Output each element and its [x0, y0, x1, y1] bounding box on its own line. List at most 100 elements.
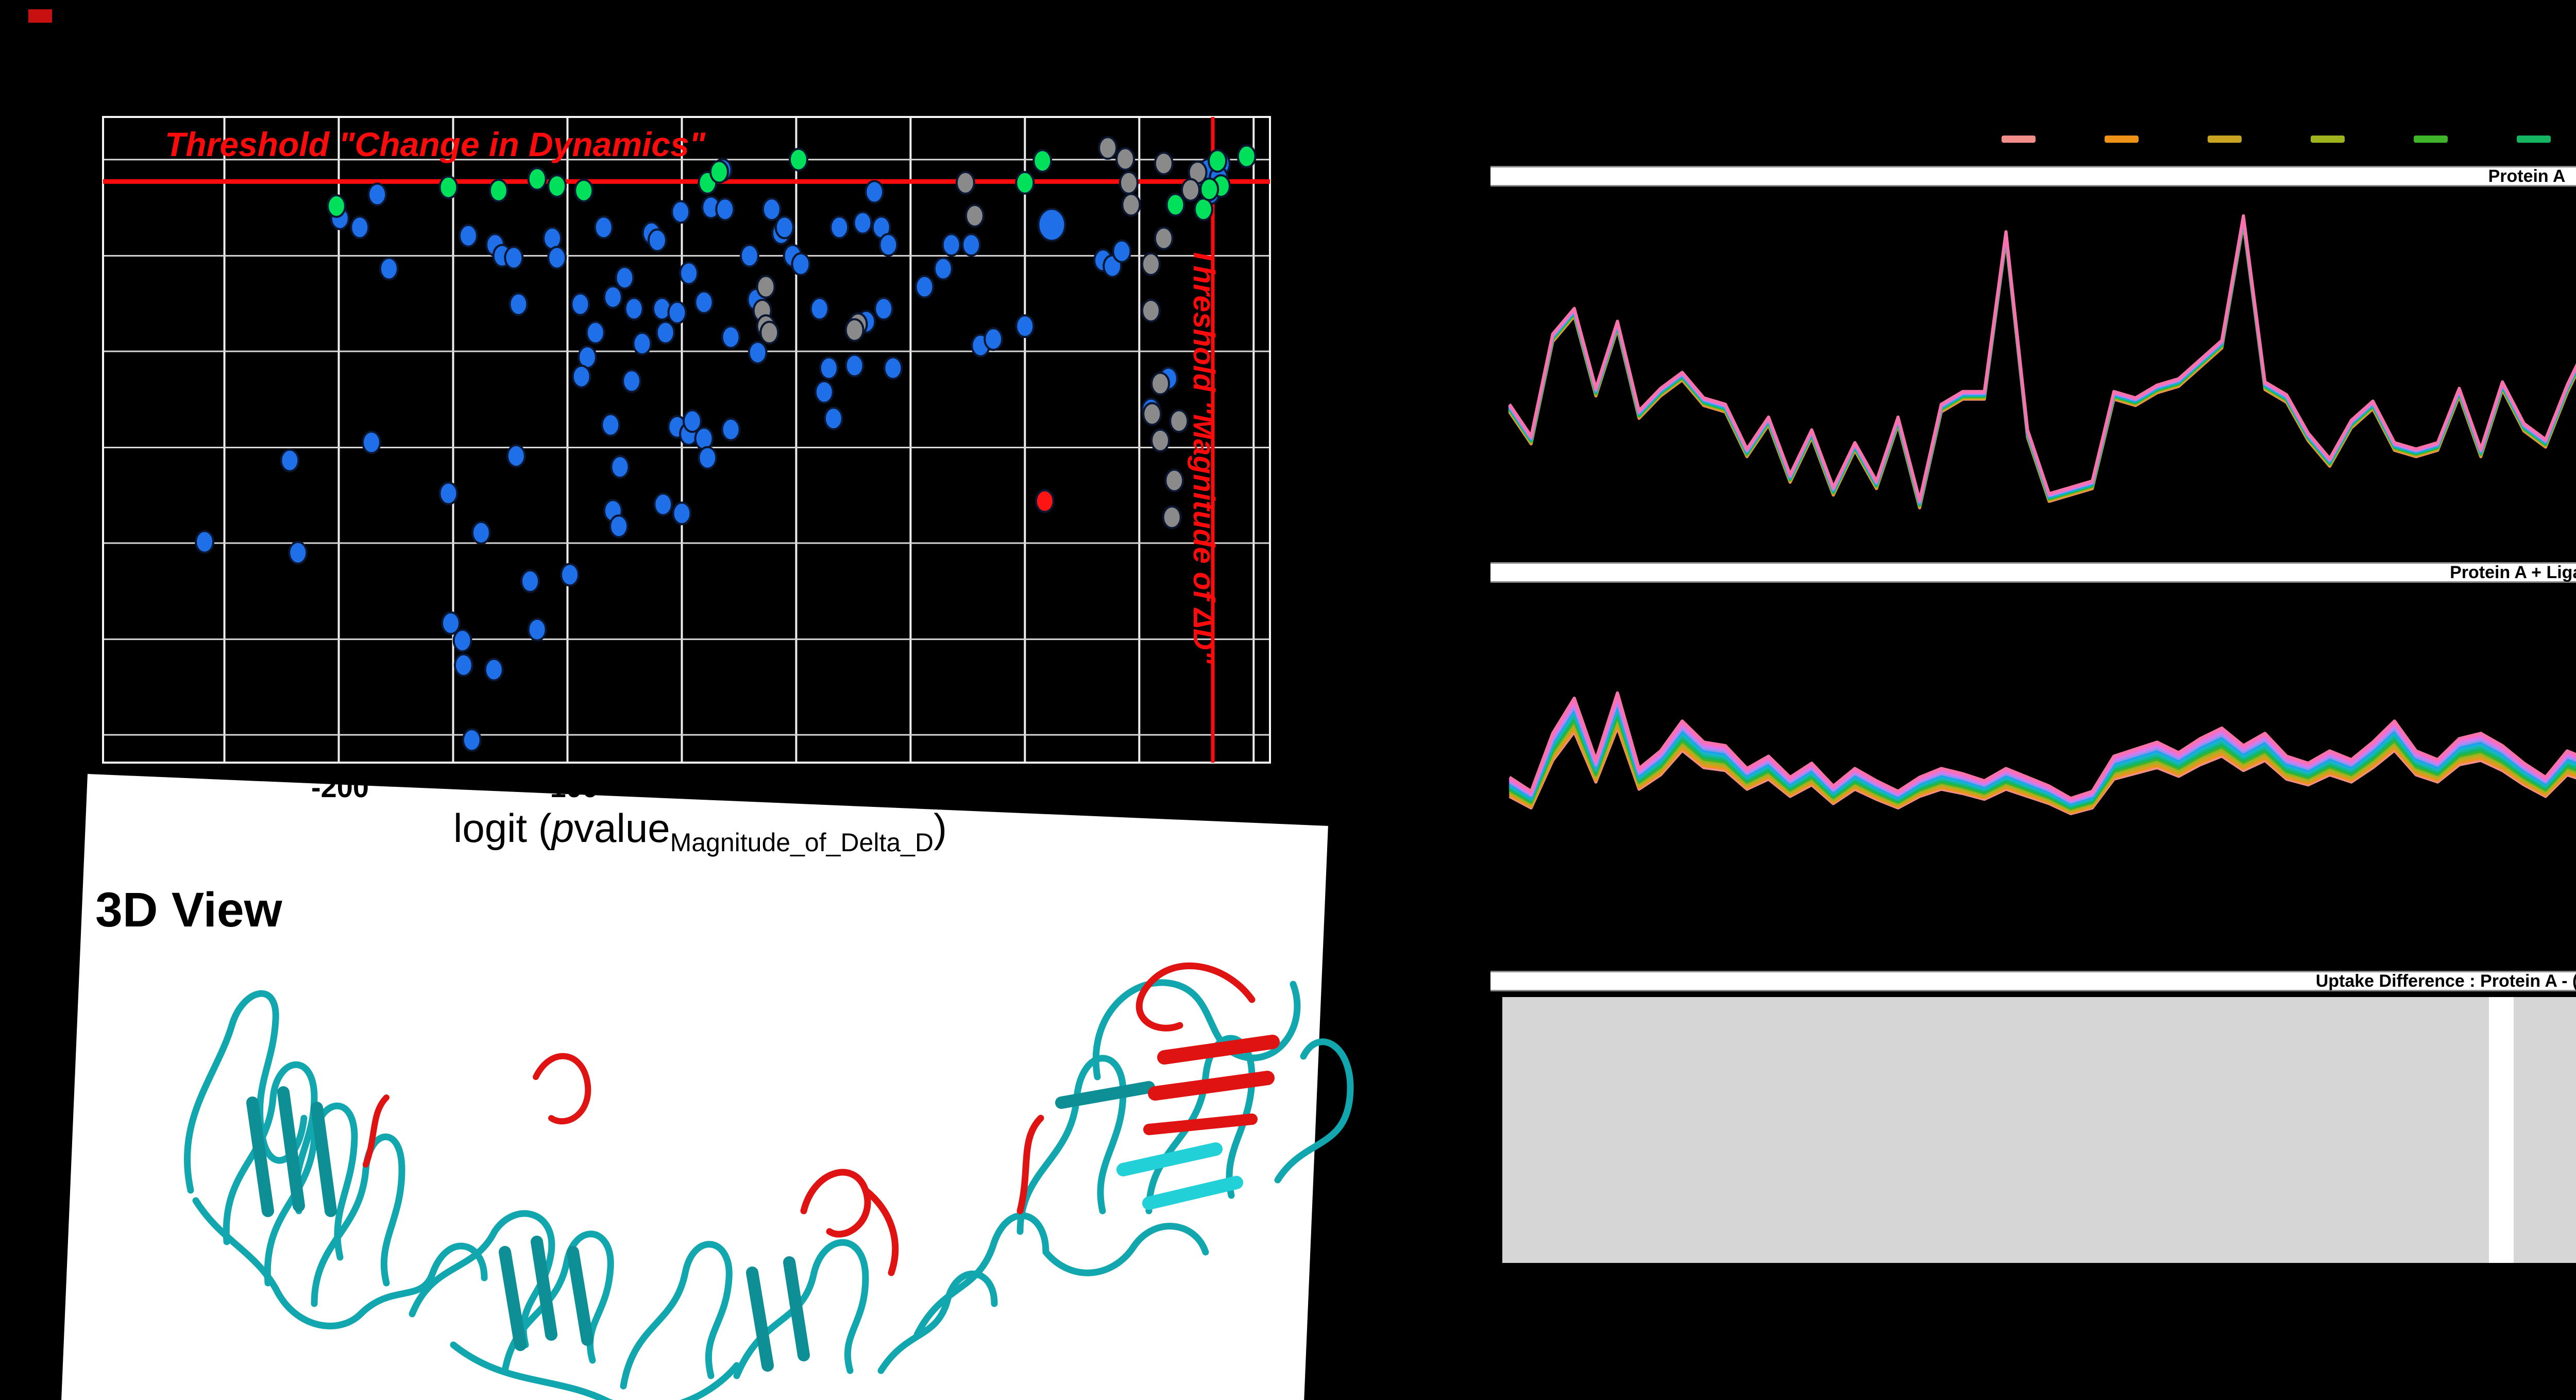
scatter-point-b	[672, 501, 692, 526]
scatter-point-b	[504, 246, 524, 270]
scatter-point-b	[874, 297, 894, 321]
title-strip-uptake-diff: Uptake Difference : Protein A - (Protein…	[1490, 971, 2576, 991]
scatter-point-b	[484, 657, 504, 682]
scatter-point-b	[506, 444, 526, 468]
scatter-point-b	[560, 563, 580, 587]
scatter-point-gray	[1098, 136, 1118, 160]
ribbon-beta-strands	[246, 1081, 1155, 1372]
scatter-point-b	[671, 200, 691, 224]
scatter-point-b	[603, 285, 623, 309]
scatter-point-b	[715, 197, 735, 222]
scatter-point-gray	[964, 204, 985, 228]
legend-swatch-3	[2208, 136, 2242, 143]
scatter-point-b	[698, 446, 718, 470]
3d-view-title: 3D View	[95, 883, 282, 937]
scatter-point-b	[774, 215, 794, 240]
scatter-point-gray	[1141, 298, 1161, 323]
scatter-point-gray	[1164, 468, 1184, 493]
panel3-title: Uptake Difference : Protein A - (Protein…	[2315, 971, 2576, 991]
timepoint-legend	[1490, 131, 2576, 147]
scatter-point-b	[453, 653, 473, 677]
legend-swatch-6	[2517, 136, 2551, 143]
scatter-point-b	[667, 300, 687, 325]
scatter-point-b	[615, 265, 635, 290]
scatter-point-b	[694, 290, 714, 314]
panel2-title: Protein A + Ligand	[2450, 563, 2576, 582]
scatter-point-g	[488, 178, 509, 203]
uptake-diff-panel-background	[1502, 997, 2576, 1263]
scatter-point-gray	[955, 171, 975, 195]
axis-label-prefix: logit (	[453, 805, 552, 851]
scatter-point-b	[471, 520, 491, 545]
scatter-point-g	[547, 174, 567, 198]
ribbon-teal-loops	[183, 979, 1354, 1400]
scatter-point-b	[280, 448, 300, 473]
scatter-point-gray	[1180, 178, 1200, 202]
scatter-point-gray	[1150, 428, 1171, 452]
scatter-point-gray	[1150, 372, 1171, 396]
scatter-point-b	[452, 629, 472, 653]
scatter-point-b	[367, 182, 387, 207]
x-tick-minus100: -100	[540, 771, 599, 803]
scatter-point-b	[594, 215, 614, 240]
scatter-point-g	[1199, 177, 1219, 201]
scatter-point-b	[288, 541, 308, 565]
scatter-point-b	[739, 244, 759, 268]
scatter-point-b	[379, 257, 399, 281]
scatter-point-b	[350, 215, 370, 240]
scatter-point-b	[509, 292, 529, 316]
corner-mark	[28, 9, 52, 23]
scatter-point-gray	[844, 318, 865, 342]
scatter-point-g	[788, 147, 808, 172]
scatter-point-b	[984, 327, 1004, 351]
title-strip-protein-a-ligand: Protein A + Ligand	[1490, 562, 2576, 583]
scatter-point-b	[809, 297, 829, 321]
scatter-point-b	[547, 246, 567, 270]
ribbon-red-highlights	[363, 962, 1280, 1276]
scatter-point-b	[361, 430, 381, 454]
scatter-point-b	[647, 228, 667, 252]
white-mask-stripe-1	[2489, 997, 2514, 1263]
scatter-point-g	[1032, 149, 1053, 173]
scatter-point-b	[195, 530, 215, 554]
scatter-point-g	[1165, 193, 1185, 217]
legend-swatch-2	[2105, 136, 2139, 143]
volcano-plot	[102, 116, 1271, 764]
axis-label-subscript: Magnitude_of_Delta_D	[670, 828, 934, 857]
scatter-point-b	[819, 356, 839, 380]
scatter-point-b	[655, 321, 675, 345]
scatter-point-b	[440, 611, 461, 635]
scatter-point-b	[878, 233, 899, 257]
ribbon-beta-strands-bright	[1116, 1142, 1243, 1210]
scatter-point-b	[585, 321, 605, 345]
scatter-point-b	[748, 341, 768, 365]
scatter-point-b	[632, 331, 652, 356]
scatter-point-b	[721, 325, 741, 349]
scatter-point-g	[438, 175, 459, 199]
scatter-point-b	[1112, 239, 1132, 263]
legend-swatch-5	[2414, 136, 2448, 143]
scatter-point-g	[1015, 171, 1035, 195]
protein-a-series-13	[1508, 214, 2576, 502]
scatter-point-gray	[1141, 252, 1161, 276]
scatter-point-gray	[759, 321, 779, 345]
scatter-point-b	[610, 455, 630, 479]
x-tick-minus200: -200	[311, 771, 369, 803]
scatter-point-b	[829, 215, 850, 240]
scatter-point-b	[761, 197, 782, 222]
scatter-point-b	[823, 407, 843, 431]
scatter-point-b	[844, 353, 865, 378]
legend-swatch-1	[2002, 136, 2036, 143]
scatter-point-b	[622, 369, 642, 393]
scatter-point-r	[1035, 489, 1055, 513]
plot-frame	[102, 116, 1271, 764]
scatter-point-b	[961, 233, 981, 257]
scatter-point-b	[682, 409, 702, 433]
scatter-point-b	[609, 514, 629, 538]
scatter-point-g	[1208, 149, 1228, 173]
scatter-point-b	[570, 292, 590, 316]
title-strip-protein-a: Protein A	[1490, 166, 2576, 187]
scatter-point-b	[653, 492, 673, 516]
scatter-point-b	[520, 569, 540, 593]
